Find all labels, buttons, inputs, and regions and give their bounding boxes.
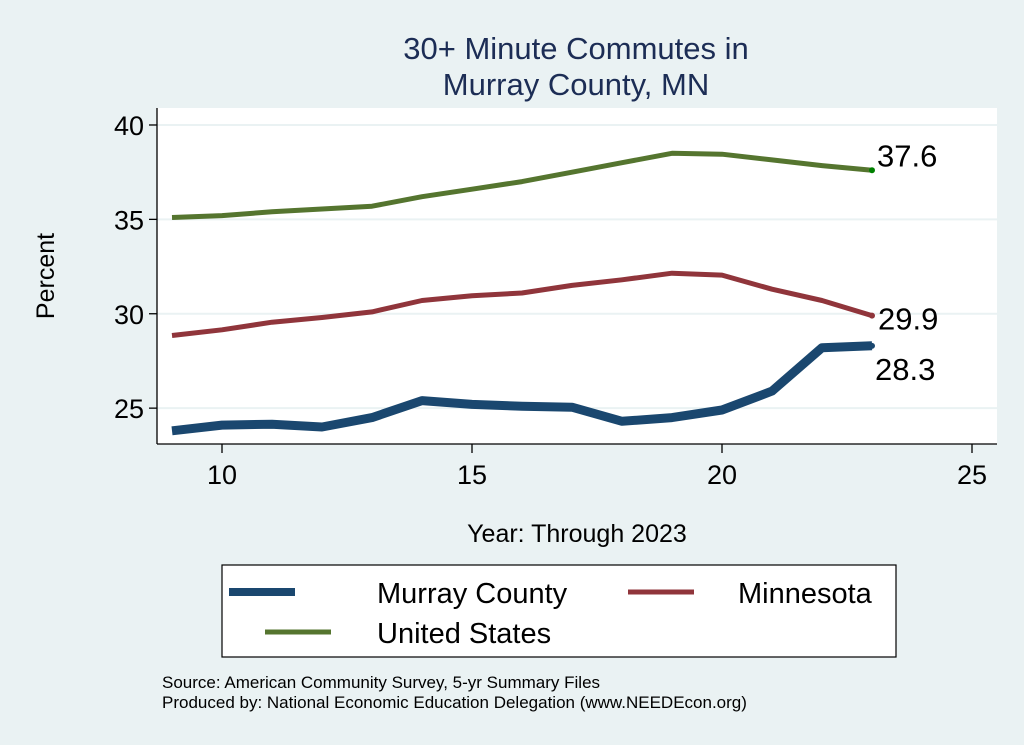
end-label-united-states: 37.6 [877, 138, 937, 173]
series-line-united-states [171, 150, 873, 220]
chart-title-line-1: 30+ Minute Commutes in [403, 31, 748, 66]
chart-title-line-2: Murray County, MN [443, 67, 709, 102]
end-marker-minnesota [869, 312, 875, 319]
legend-box [221, 564, 897, 658]
x-tick-label-25: 25 [957, 460, 987, 490]
x-tick-label-10: 10 [207, 460, 237, 490]
legend-label-united-states: United States [377, 618, 551, 650]
x-axis-label: Year: Through 2023 [467, 520, 687, 548]
end-labels: 28.3 29.9 37.6 [869, 138, 938, 387]
y-tick-label-30: 30 [114, 300, 144, 330]
x-tick-label-15: 15 [457, 460, 487, 490]
legend-label-minnesota: Minnesota [738, 578, 873, 610]
y-tick-label-25: 25 [114, 394, 144, 424]
producer-note: Produced by: National Economic Education… [162, 693, 747, 712]
legend: Murray County Minnesota United States [221, 564, 897, 658]
end-marker-murray-county [869, 342, 875, 349]
end-marker-united-states [869, 167, 875, 174]
axes: 25 30 35 40 10 15 20 25 [114, 108, 997, 490]
y-axis-label: Percent [32, 233, 60, 319]
end-label-murray-county: 28.3 [875, 352, 935, 387]
y-tick-label-40: 40 [114, 111, 144, 141]
legend-label-murray-county: Murray County [377, 578, 568, 610]
plot-area [157, 108, 997, 444]
source-note: Source: American Community Survey, 5-yr … [162, 673, 600, 692]
series-line-murray-county [171, 341, 873, 436]
x-tick-label-20: 20 [707, 460, 737, 490]
series-lines [171, 150, 873, 436]
y-tick-label-35: 35 [114, 205, 144, 235]
end-label-minnesota: 29.9 [878, 302, 938, 337]
series-line-minnesota [171, 270, 873, 338]
